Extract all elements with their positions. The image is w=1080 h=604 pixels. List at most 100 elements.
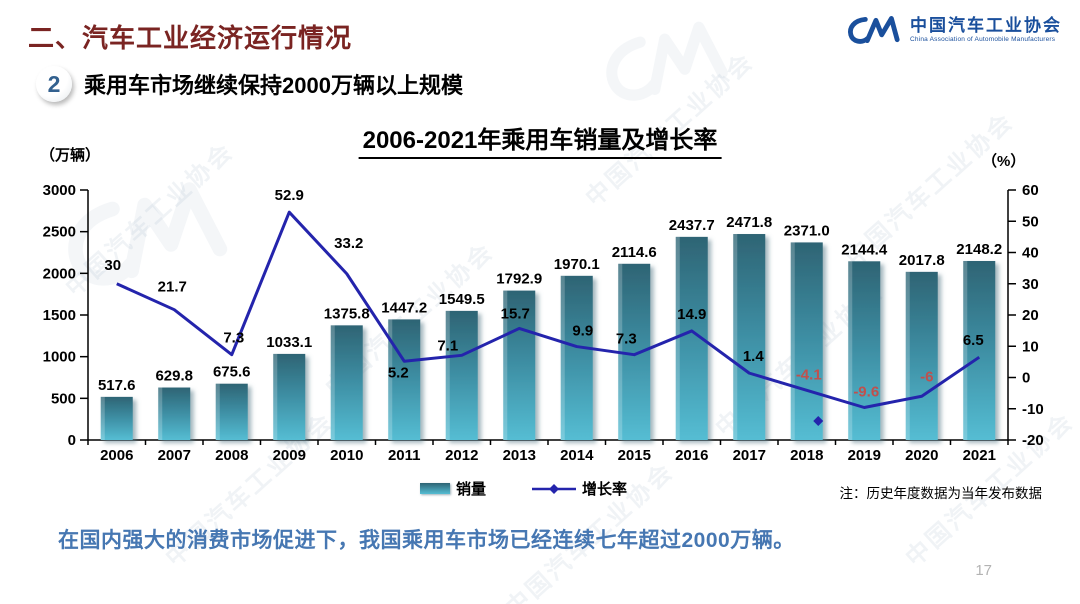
growth-value-label: 21.7 (158, 279, 187, 296)
bar-value-label: 675.6 (213, 364, 251, 381)
bar-value-label: 517.6 (98, 377, 136, 394)
bar-highlight (675, 236, 680, 440)
left-axis-tick-label: 3000 (43, 182, 76, 199)
left-axis-tick-label: 1000 (43, 349, 76, 366)
point-title: 乘用车市场继续保持2000万辆以上规模 (84, 73, 463, 98)
bar-2013 (503, 290, 536, 440)
bar-highlight (273, 353, 278, 440)
bar-highlight (848, 261, 853, 440)
right-axis-tick-label: 50 (1022, 213, 1039, 230)
growth-value-label: 9.9 (572, 323, 593, 340)
right-axis-tick-label: 40 (1022, 245, 1039, 262)
growth-value-label: 5.2 (388, 364, 409, 381)
logo-name-en: China Association of Automobile Manufact… (910, 36, 1056, 44)
bar-highlight (330, 325, 335, 440)
bar-value-label: 2148.2 (956, 241, 1002, 258)
bar-value-label: 2144.4 (841, 241, 888, 258)
legend-item-growth: 增长率 (532, 478, 627, 499)
right-axis-tick-label: -20 (1022, 432, 1044, 449)
bar-value-label: 1970.1 (554, 256, 600, 273)
x-axis-label: 2008 (215, 447, 248, 464)
chart-note: 注：历史年度数据为当年发布数据 (839, 486, 1043, 501)
footer-text: 在国内强大的消费市场促进下，我国乘用车市场已经连续七年超过2000万辆。 (58, 529, 795, 552)
growth-value-label: 6.5 (963, 332, 984, 349)
right-axis-tick-label: 20 (1022, 307, 1039, 324)
bar-2020 (905, 271, 938, 440)
bar-2021 (963, 260, 996, 440)
x-axis-label: 2018 (790, 447, 823, 464)
x-axis-label: 2006 (100, 447, 133, 464)
right-axis-tick-label: 30 (1022, 276, 1039, 293)
bar-value-label: 1792.9 (496, 271, 542, 288)
bar-2011 (388, 319, 421, 440)
bar-value-label: 1033.1 (266, 334, 312, 351)
sales-growth-chart: 0 500 1000 1500 2000 2500 3000 -20 -10 0 10 20 30 40 5… (43, 182, 1044, 464)
bar-value-label: 2437.7 (669, 217, 715, 234)
x-axis-label: 2014 (560, 447, 594, 464)
cm-logo-icon (848, 16, 900, 44)
bar-value-label: 2017.8 (899, 252, 945, 269)
growth-value-label: 14.9 (677, 306, 706, 323)
x-axis-label: 2012 (445, 447, 478, 464)
bar-highlight (445, 310, 450, 440)
stray-diamond-marker (813, 415, 824, 426)
bar-value-label: 2371.0 (784, 222, 830, 239)
bar-highlight (963, 260, 968, 440)
bar-value-label: 1549.5 (439, 291, 485, 308)
x-axis-label: 2021 (963, 447, 996, 464)
bar-highlight (100, 396, 105, 440)
bar-value-label: 629.8 (155, 368, 193, 385)
right-axis-unit-label: （%） (982, 153, 1026, 170)
growth-value-label: 15.7 (501, 305, 530, 322)
bar-2017 (733, 234, 766, 440)
x-axis-label: 2019 (848, 447, 881, 464)
bar-2019 (848, 261, 881, 440)
x-axis-label: 2013 (503, 447, 536, 464)
left-axis-unit-label: （万辆） (40, 147, 101, 164)
left-axis-tick-label: 2500 (43, 224, 76, 241)
growth-value-label: 30 (104, 257, 121, 274)
bar-value-label: 2114.6 (612, 244, 657, 261)
right-axis-tick-label: 60 (1022, 182, 1039, 199)
growth-value-label: 33.2 (334, 235, 363, 252)
growth-value-label: 7.3 (616, 331, 637, 348)
growth-line-marker-icon (532, 483, 577, 494)
bar-2009 (273, 353, 306, 440)
growth-value-label: 7.1 (437, 337, 458, 354)
growth-value-label: -6 (920, 368, 933, 385)
legend-item-sales: 销量 (420, 478, 486, 499)
bar-highlight (215, 383, 220, 440)
bar-2010 (330, 325, 363, 440)
logo-name-cn: 中国汽车工业协会 (910, 16, 1062, 36)
growth-value-label: 52.9 (275, 187, 304, 204)
bar-2006 (100, 396, 133, 440)
bar-highlight (388, 319, 393, 440)
growth-value-label: 1.4 (743, 348, 765, 365)
section-title: 二、汽车工业经济运行情况 (28, 23, 353, 53)
x-axis-label: 2020 (905, 447, 938, 464)
bar-highlight (503, 290, 508, 440)
x-axis-label: 2011 (388, 447, 421, 464)
bar-highlight (790, 242, 795, 440)
bar-2008 (215, 383, 248, 440)
left-axis-tick-label: 2000 (43, 265, 76, 282)
sales-bar-swatch-icon (420, 483, 450, 494)
bar-2012 (445, 310, 478, 440)
bar-value-label: 1375.8 (324, 305, 370, 322)
x-axis-label: 2016 (675, 447, 708, 464)
bar-highlight (158, 387, 163, 440)
bar-highlight (905, 271, 910, 440)
bar-value-label: 1447.2 (381, 299, 427, 316)
point-number-badge: 2 (36, 66, 72, 102)
page-number: 17 (975, 562, 992, 579)
left-axis-tick-label: 1500 (43, 307, 76, 324)
bar-2018 (790, 242, 823, 440)
caam-logo: 中国汽车工业协会 China Association of Automobile… (846, 12, 1062, 48)
chart-title: 2006-2021年乘用车销量及增长率 (358, 120, 722, 159)
growth-line (116, 210, 981, 409)
right-axis-tick-label: -10 (1022, 401, 1044, 418)
x-axis-label: 2010 (330, 447, 363, 464)
legend-label-sales: 销量 (456, 481, 487, 498)
x-axis-label: 2009 (273, 447, 306, 464)
left-axis-tick-label: 500 (51, 390, 76, 407)
